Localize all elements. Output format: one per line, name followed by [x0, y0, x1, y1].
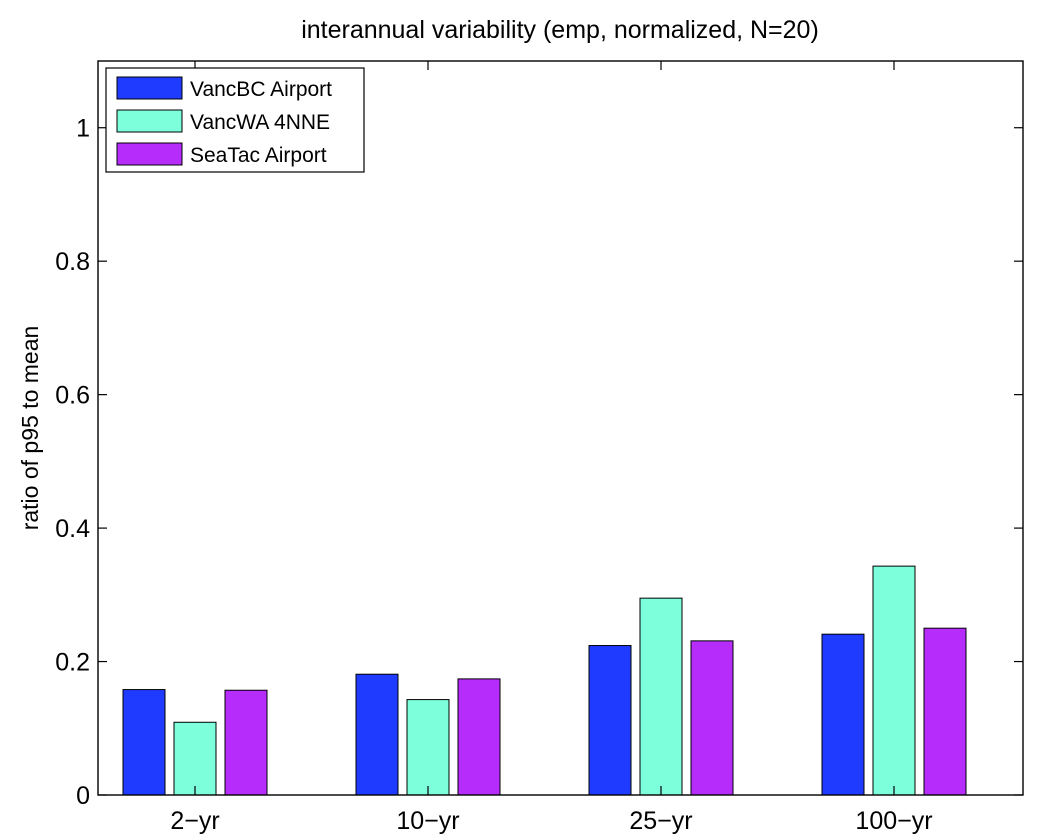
- x-tick-label: 2−yr: [170, 807, 219, 835]
- bar: [122, 689, 166, 796]
- ticks-layer: 2−yr 10−yr 25−yr 100−yr 0 0.2 0.4 0.6 0.8 1: [55, 61, 1023, 835]
- bar: [406, 699, 450, 796]
- legend-label: VancBC Airport: [190, 78, 332, 101]
- plot-frame: [97, 60, 1024, 796]
- legend-swatch: [116, 76, 183, 100]
- y-tick-label: 0.6: [55, 382, 90, 410]
- plot-area: [98, 61, 1023, 795]
- y-tick-label: 0: [76, 782, 90, 810]
- x-tick-label: 25−yr: [629, 807, 692, 835]
- x-tick-label: 10−yr: [396, 807, 459, 835]
- bar: [872, 565, 916, 796]
- bar: [588, 645, 632, 796]
- legend-label: VancWA 4NNE: [190, 111, 330, 134]
- bar: [355, 673, 399, 796]
- bar: [173, 721, 217, 796]
- bar: [457, 678, 501, 796]
- bar: [690, 640, 734, 796]
- bars-layer: [122, 565, 967, 796]
- chart-title: interannual variability (emp, normalized…: [301, 16, 819, 44]
- bar: [821, 633, 865, 796]
- legend-swatch: [116, 109, 183, 133]
- y-tick-label: 0.2: [55, 649, 90, 677]
- y-axis-label: ratio of p95 to mean: [17, 326, 43, 531]
- bar: [639, 597, 683, 796]
- legend-label: SeaTac Airport: [190, 144, 327, 167]
- y-tick-label: 0.8: [55, 248, 90, 276]
- bar: [923, 627, 967, 796]
- bar: [224, 689, 268, 796]
- legend: VancBC Airport VancWA 4NNE SeaTac Airport: [105, 67, 365, 173]
- y-tick-label: 1: [76, 115, 90, 143]
- y-tick-label: 0.4: [55, 515, 90, 543]
- x-tick-label: 100−yr: [855, 807, 932, 835]
- legend-swatch: [116, 142, 183, 166]
